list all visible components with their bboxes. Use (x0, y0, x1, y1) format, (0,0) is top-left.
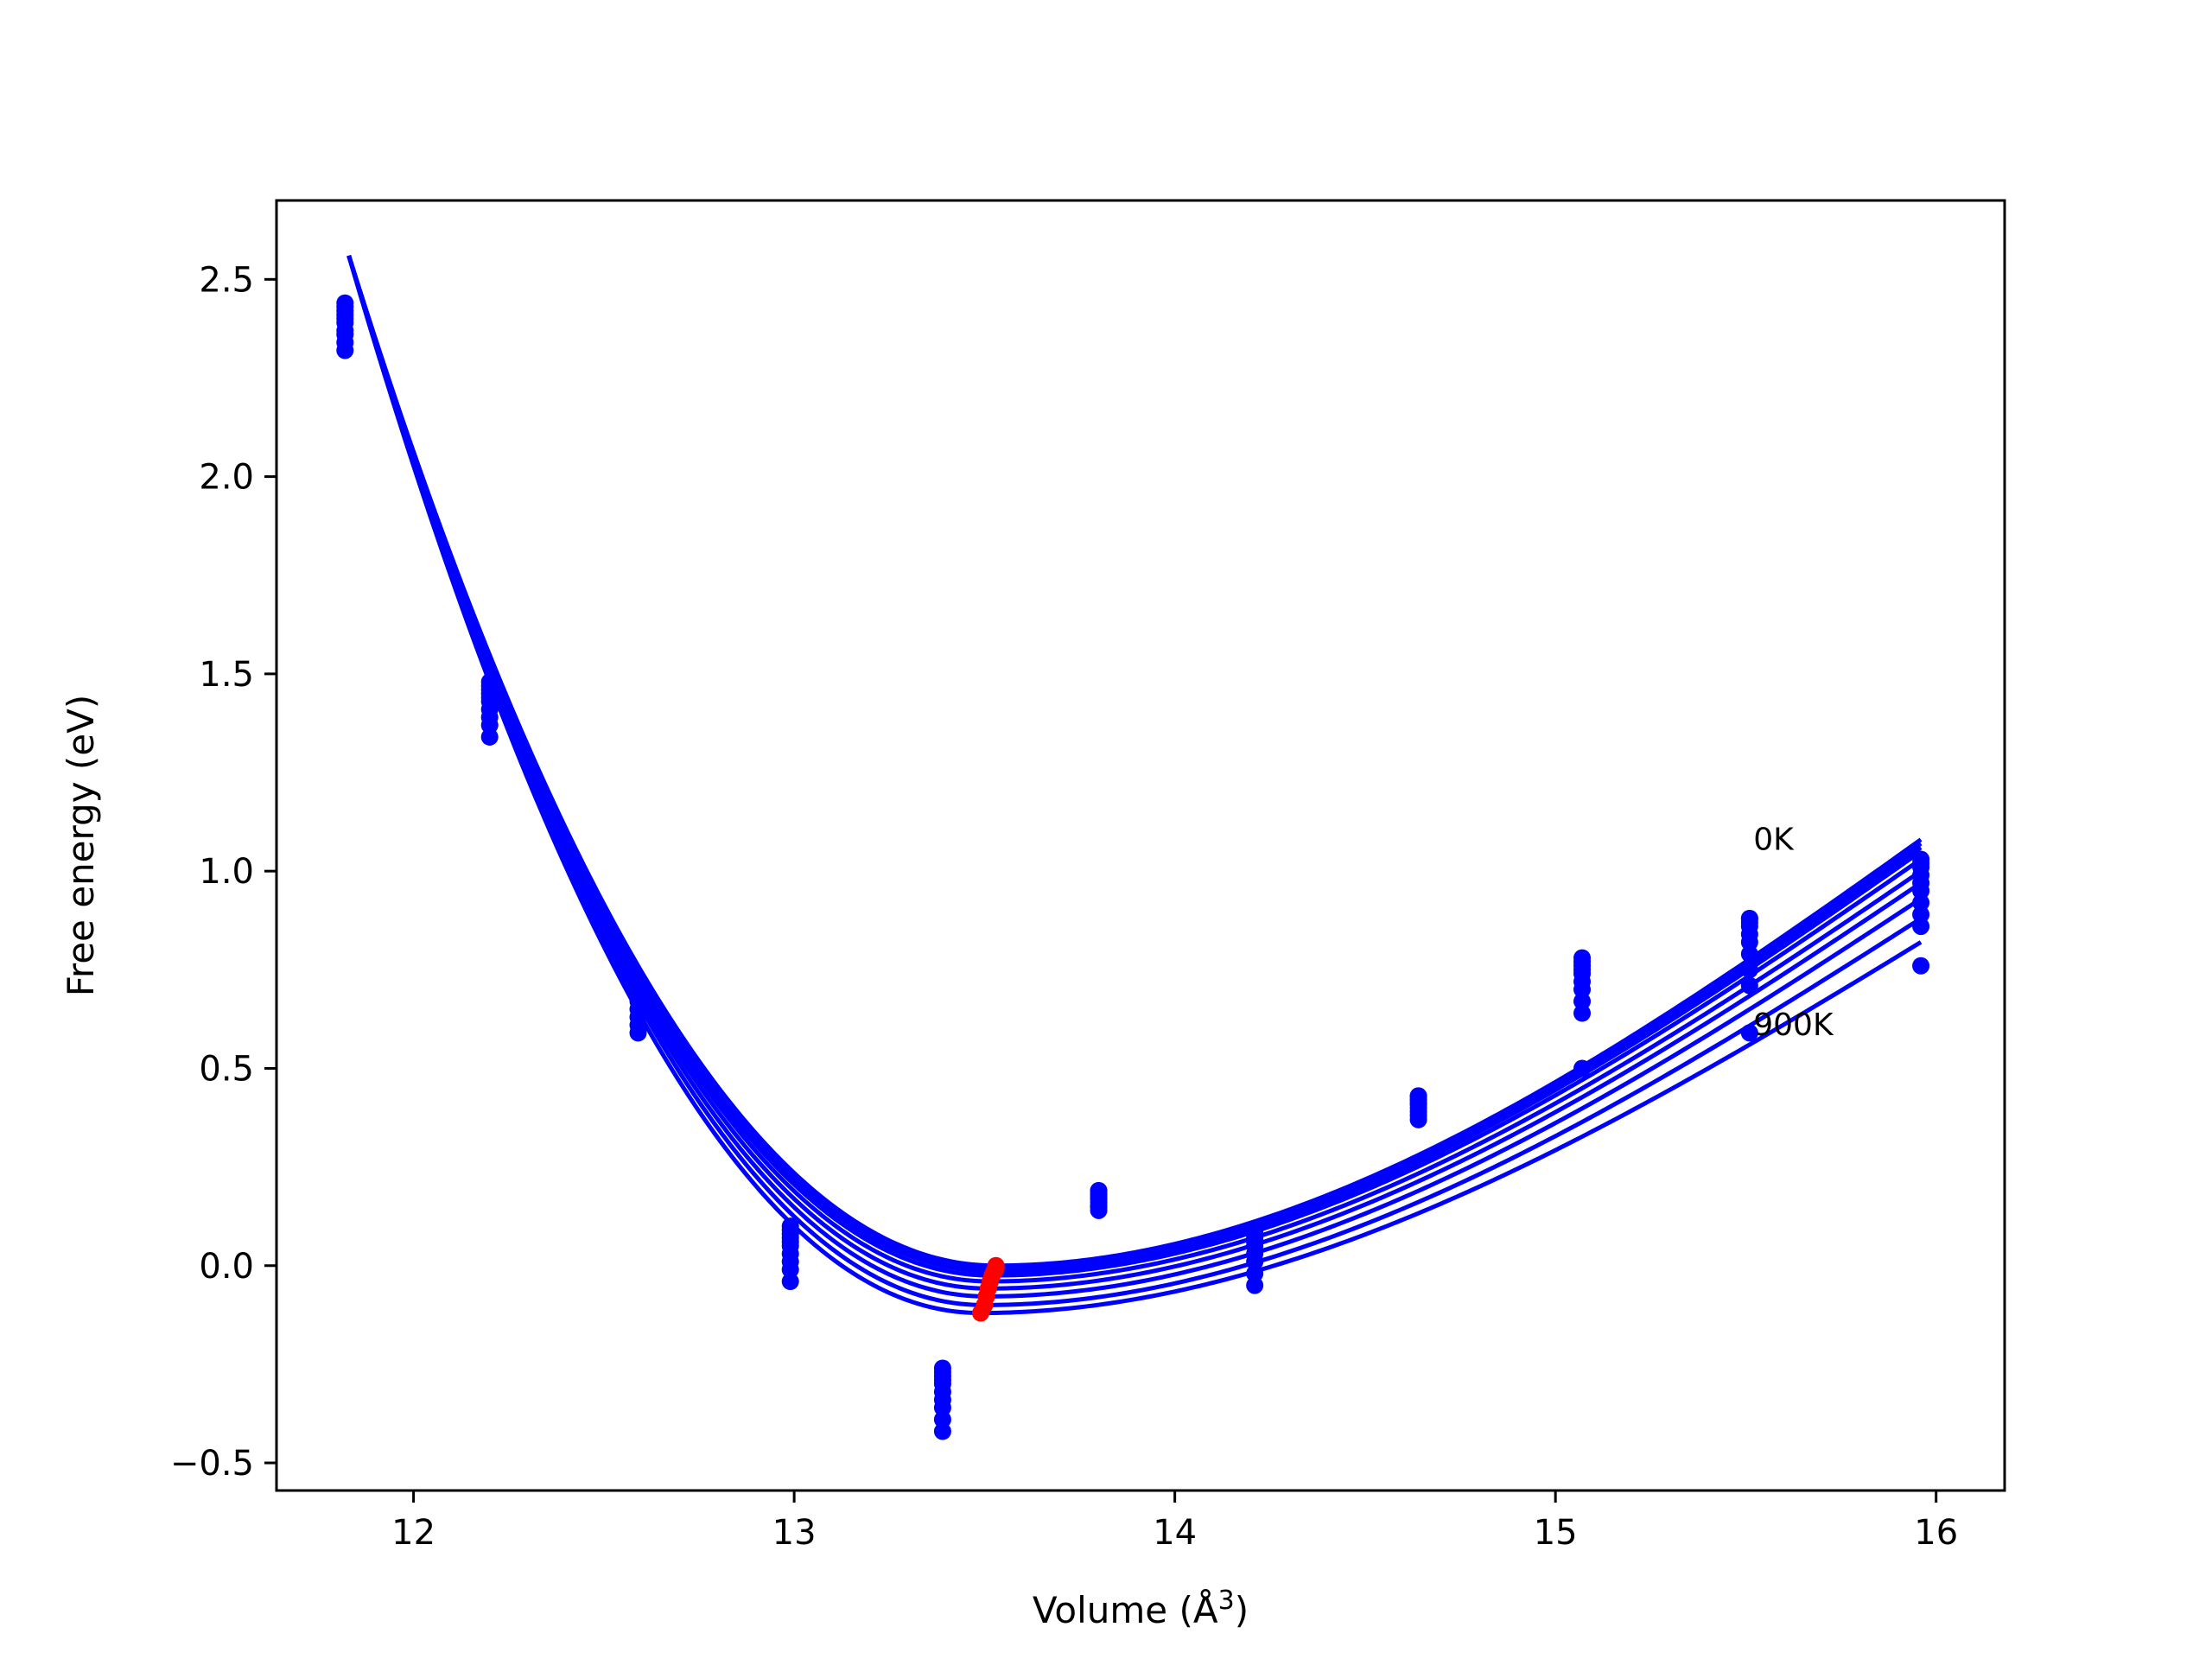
data-point-900K-v9 (1740, 1024, 1758, 1042)
data-point-800K-v1 (480, 716, 499, 734)
y-tick-label: 1.0 (199, 852, 254, 892)
data-point-700K-v8 (1573, 992, 1592, 1010)
x-tick-label: 12 (391, 1513, 435, 1553)
y-tick-label: 0.0 (199, 1247, 254, 1287)
data-point-600K-v9 (1740, 945, 1758, 963)
data-point-800K-v8 (1573, 1004, 1592, 1022)
y-tick-label: 0.5 (199, 1049, 254, 1089)
data-point-700K-v9 (1740, 961, 1758, 979)
data-point-500K-v10 (1912, 882, 1930, 900)
annotation-900K: 900K (1753, 1007, 1834, 1043)
y-tick-label: 2.5 (199, 260, 254, 300)
data-point-900K-v8 (1573, 1059, 1592, 1077)
x-tick-label: 16 (1914, 1513, 1958, 1553)
annotation-0K: 0K (1753, 823, 1795, 858)
data-point-800K-v4 (933, 1410, 951, 1428)
y-tick-label: 2.0 (199, 458, 254, 498)
x-tick-label: 15 (1534, 1513, 1578, 1553)
data-points (336, 294, 1930, 1440)
y-tick-label: −0.5 (170, 1444, 254, 1484)
data-point-900K-v1 (480, 728, 499, 746)
minimum-point-900K (971, 1304, 989, 1322)
data-point-900K-v5 (1090, 1201, 1108, 1219)
data-point-600K-v8 (1573, 981, 1592, 999)
x-tick-label: 13 (772, 1513, 817, 1553)
data-point-800K-v9 (1740, 976, 1758, 995)
data-point-900K-v0 (336, 341, 354, 359)
data-point-900K-v4 (933, 1422, 951, 1440)
data-point-700K-v10 (1912, 906, 1930, 924)
minima-points (971, 1256, 1005, 1322)
x-axis-ticks: 12 13 14 15 16 (391, 1491, 1958, 1553)
data-point-800K-v6 (1246, 1264, 1264, 1282)
axes-frame (275, 199, 2006, 1492)
data-point-500K-v9 (1740, 933, 1758, 951)
data-point-800K-v3 (781, 1261, 799, 1279)
y-axis-label: Free energy (eV) (60, 695, 102, 997)
y-tick-label: 1.5 (199, 655, 254, 695)
x-tick-label: 14 (1153, 1513, 1197, 1553)
data-point-600K-v10 (1912, 893, 1930, 912)
x-axis-label: Volume (Å3) (1033, 1586, 1249, 1631)
data-point-900K-v2 (629, 1024, 647, 1042)
data-point-900K-v3 (781, 1273, 799, 1291)
y-axis-ticks: 2.5 2.0 1.5 1.0 0.5 0.0 −0.5 (170, 260, 276, 1484)
temperature-annotations: 0K 900K (1753, 823, 1834, 1044)
data-point-800K-v10 (1912, 918, 1930, 936)
data-point-900K-v7 (1409, 1110, 1427, 1128)
data-point-900K-v10 (1912, 957, 1930, 975)
data-point-900K-v6 (1246, 1276, 1264, 1294)
data-point-700K-v6 (1246, 1253, 1264, 1271)
data-point-700K-v4 (933, 1399, 951, 1417)
